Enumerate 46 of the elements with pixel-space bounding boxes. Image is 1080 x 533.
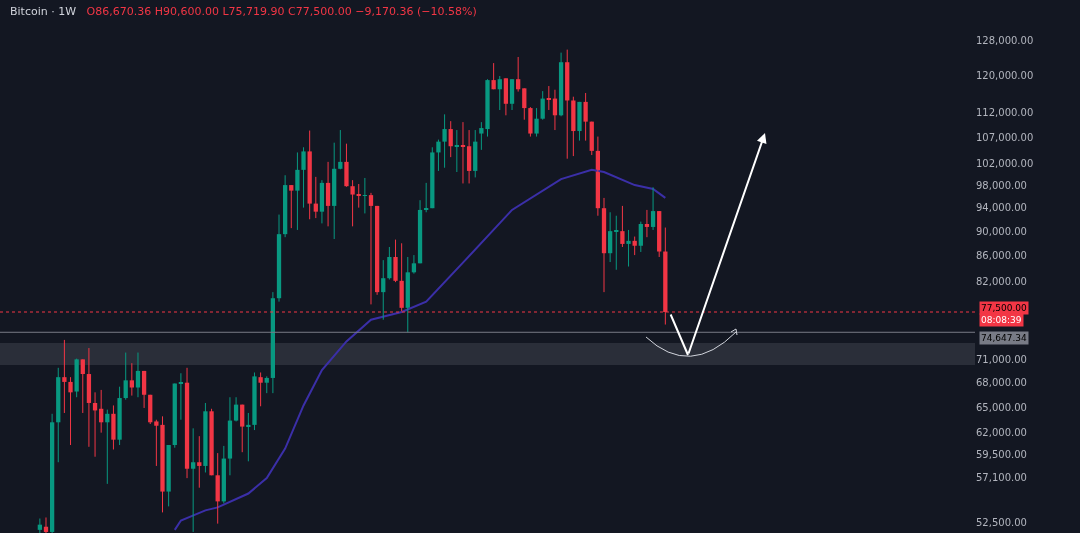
text: 08:08:39 [981,315,1022,325]
candlestick [620,205,625,248]
ref-line-label: 74,647.34 [981,333,1028,343]
y-tick-label: 62,000.00 [976,427,1027,439]
y-tick-label: 98,000.00 [976,179,1027,191]
y-tick-label: 90,000.00 [976,225,1027,237]
candlestick [252,371,257,431]
text: Bitcoin · 1W [10,5,77,18]
candlestick [528,106,533,138]
candlestick [393,239,398,283]
candlestick [111,404,116,450]
candlestick [350,179,355,227]
y-tick-label: 68,000.00 [976,377,1027,389]
y-tick-label: 107,000.00 [976,132,1034,144]
candlestick [166,444,171,507]
candlestick [295,151,300,231]
candlestick [583,92,588,142]
line-series [173,168,667,531]
candlestick [209,408,214,476]
candlestick [203,402,208,473]
y-tick-label: 82,000.00 [976,275,1027,287]
y-tick-label: 112,000.00 [976,107,1034,119]
candlestick [571,96,576,157]
candlestick [577,101,582,142]
y-tick-label: 86,000.00 [976,250,1027,262]
y-tick-label: 94,000.00 [976,202,1027,214]
ref-line-label: 77,500.00 [981,303,1028,313]
y-tick-label: 52,500.00 [976,517,1027,529]
y-tick-label: 65,000.00 [976,401,1027,413]
candlestick [534,107,539,138]
text: O86,670.36 H90,600.00 L75,719.90 C77,500.00 −9,170.36 (−10.58%) [86,5,477,18]
candlestick [626,229,631,268]
candlestick [344,143,349,188]
y-tick-label: 128,000.00 [976,35,1034,47]
y-tick-label: 71,000.00 [976,353,1027,365]
candlestick [301,146,306,209]
y-tick-label: 102,000.00 [976,157,1034,169]
y-tick-label: 120,000.00 [976,70,1034,82]
candlestick [117,386,122,446]
y-tick-label: 59,500.00 [976,449,1027,461]
y-tick-label: 57,100.00 [976,471,1027,483]
candlestick [491,62,496,90]
candlestick [258,371,263,407]
candlestick [442,113,447,169]
candlestick [62,339,67,414]
candlestick [387,246,392,280]
